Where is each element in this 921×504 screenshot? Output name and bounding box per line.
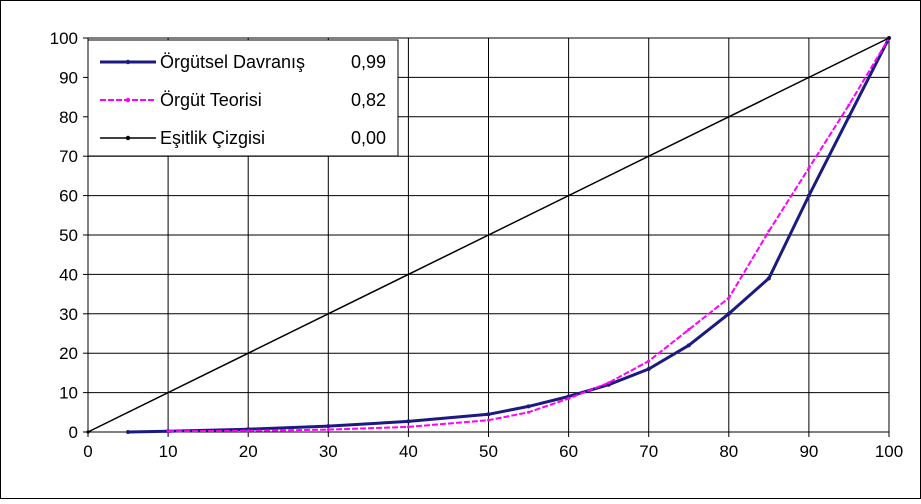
series-1-point	[847, 103, 851, 107]
tick-labels: 0 10 20 30 40 50 60 70 80 90 100 0 10 20 30 40 50 60 70 80 9…	[50, 29, 904, 461]
series-1-point	[807, 166, 811, 170]
legend-marker-2	[125, 135, 131, 141]
series-0-point	[406, 419, 411, 424]
series-1-point	[647, 359, 651, 363]
x-tick-label: 10	[159, 442, 178, 461]
series-1-point	[727, 296, 731, 300]
series-1-point	[527, 410, 531, 414]
x-tick-label: 80	[719, 442, 738, 461]
series-2-point	[86, 430, 90, 434]
legend: Örgütsel Davranış 0,99 Örgüt Teorisi 0,82 Eş…	[87, 39, 399, 157]
y-tick-label: 30	[59, 305, 78, 324]
series-2-point	[887, 36, 891, 40]
series-1-point	[406, 425, 410, 429]
legend-marker-0	[125, 59, 131, 65]
series-lines	[86, 36, 891, 434]
series-0-point	[326, 424, 331, 429]
series-line-1	[168, 37, 890, 433]
legend-value-2: 0,00	[351, 128, 386, 148]
y-tick-label: 90	[59, 68, 78, 87]
series-1-point	[487, 418, 490, 422]
series-1-point	[687, 328, 691, 332]
legend-label-0: Örgütsel Davranış	[160, 52, 305, 72]
series-0-point	[526, 404, 531, 409]
y-tick-label: 20	[59, 344, 78, 363]
series-0-point	[126, 430, 131, 434]
x-tick-label: 70	[639, 442, 658, 461]
legend-label-1: Örgüt Teorisi	[160, 90, 262, 110]
legend-box	[87, 39, 399, 157]
series-0-point	[646, 366, 651, 371]
series-1-point	[607, 381, 611, 385]
series-1-point	[567, 397, 571, 401]
y-tick-label: 0	[69, 423, 78, 442]
series-0-point	[726, 311, 731, 316]
y-tick-label: 70	[59, 147, 78, 166]
y-tick-label: 10	[59, 384, 78, 403]
y-tick-label: 60	[59, 187, 78, 206]
series-0-point	[846, 114, 851, 119]
series-1-point	[166, 429, 170, 433]
x-tick-label: 20	[239, 442, 258, 461]
series-0-point	[766, 276, 771, 281]
y-tick-label: 100	[50, 29, 78, 48]
legend-value-0: 0,99	[351, 52, 386, 72]
series-1-point	[326, 428, 330, 432]
series-1-point	[767, 229, 771, 233]
series-0-point	[486, 412, 491, 417]
legend-value-1: 0,82	[351, 90, 386, 110]
x-tick-label: 50	[479, 442, 498, 461]
x-tick-label: 60	[559, 442, 578, 461]
series-0-point	[806, 193, 811, 198]
x-tick-label: 100	[875, 442, 903, 461]
legend-label-2: Eşitlik Çizgisi	[160, 128, 265, 148]
series-1-point	[246, 429, 250, 433]
series-0-point	[686, 343, 691, 348]
y-tick-label: 50	[59, 226, 78, 245]
x-tick-label: 30	[319, 442, 338, 461]
y-tick-label: 40	[59, 265, 78, 284]
x-tick-label: 0	[83, 442, 92, 461]
x-tick-label: 90	[799, 442, 818, 461]
series-line-2	[87, 37, 890, 433]
y-tick-label: 80	[59, 108, 78, 127]
x-tick-label: 40	[399, 442, 418, 461]
legend-marker-1	[125, 97, 131, 103]
